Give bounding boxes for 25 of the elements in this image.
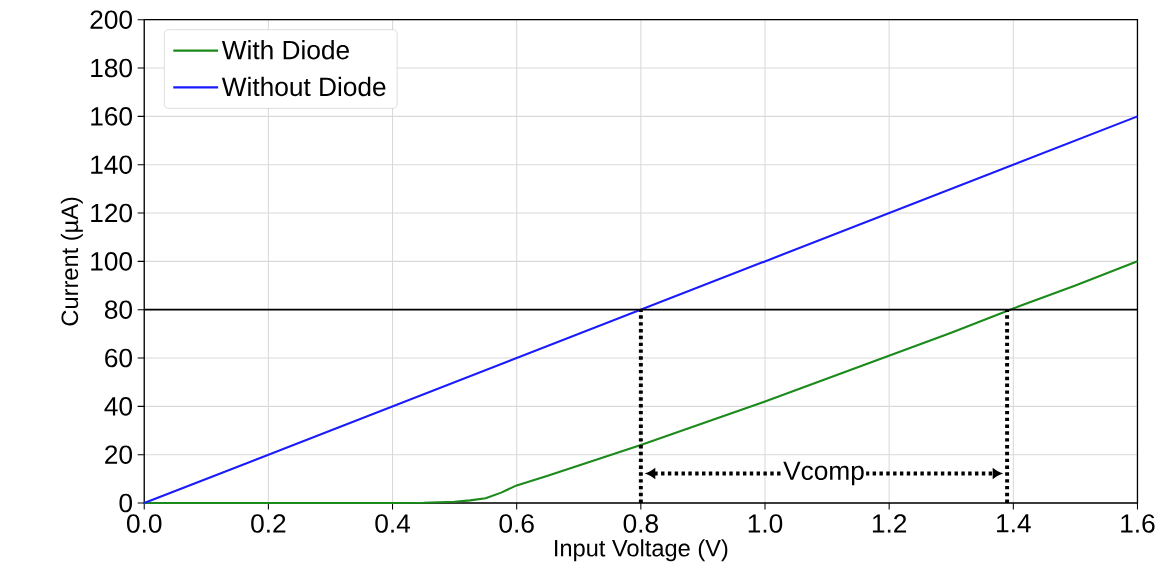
x-tick-label: 0.6 (499, 514, 534, 533)
y-tick-label: 200 (90, 10, 132, 30)
y-tick-label: 80 (104, 300, 132, 320)
y-axis-title: Current (µA) (60, 197, 83, 326)
x-tick-label: 0.8 (623, 514, 658, 533)
y-tick-label: 180 (91, 58, 132, 78)
x-tick-label: 0.4 (375, 514, 411, 533)
annotation: Vcomp (783, 461, 864, 486)
x-tick-label: 1.0 (748, 514, 783, 533)
x-tick-label: 1.6 (1121, 514, 1155, 533)
x-axis-title: Input Voltage (V) (555, 539, 728, 562)
y-tick-label: 0 (119, 493, 132, 513)
y-tick-label: 140 (91, 155, 132, 175)
x-tick-label: 0.2 (251, 514, 286, 533)
legend-label: With Diode (221, 40, 349, 60)
y-tick-label: 40 (104, 397, 132, 416)
y-tick-label: 160 (91, 107, 132, 126)
y-tick-label: 100 (91, 252, 132, 271)
x-tick-label: 0.0 (127, 514, 162, 533)
y-tick-label: 20 (105, 445, 132, 465)
x-tick-label: 1.2 (872, 514, 907, 533)
legend-label: Without Diode (221, 77, 386, 97)
y-tick-label: 120 (91, 203, 132, 223)
x-tick-label: 1.4 (997, 514, 1031, 533)
y-tick-label: 60 (105, 348, 132, 368)
